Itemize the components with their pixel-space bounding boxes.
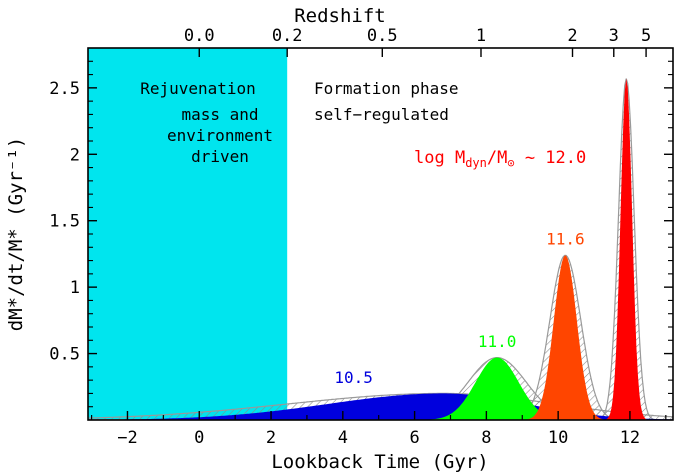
formation-line-1: self−regulated [314, 105, 449, 124]
rejuvenation-title: Rejuvenation [140, 79, 256, 98]
x-axis-title: Lookback Time (Gyr) [271, 451, 488, 473]
redshift-tick-label: 2 [567, 26, 577, 46]
y-tick-label: 2 [70, 145, 80, 165]
x-tick-label: 4 [338, 428, 348, 448]
redshift-tick-label: 0.2 [272, 26, 303, 46]
series-label-10-5: 10.5 [334, 368, 373, 387]
rejuvenation-line-3: driven [191, 147, 249, 166]
x-tick-label: 0 [194, 428, 204, 448]
y-tick-label: 1 [70, 278, 80, 298]
y-axis-title: dM*/dt/M* (Gyr⁻¹) [5, 137, 27, 331]
redshift-tick-label: 1 [476, 26, 486, 46]
redshift-tick-label: 0.0 [184, 26, 215, 46]
series-area-12-0 [88, 78, 673, 420]
redshift-axis-title: Redshift [294, 5, 386, 27]
rejuvenation-line-1: mass and [181, 105, 258, 124]
redshift-tick-label: 0.5 [367, 26, 398, 46]
series-label-11-0: 11.0 [478, 332, 517, 351]
rejuvenation-region [88, 48, 288, 420]
series-area-11-6 [88, 255, 673, 420]
redshift-tick-label: 3 [609, 26, 619, 46]
series-label-11-6: 11.6 [546, 230, 585, 249]
y-tick-label: 2.5 [49, 79, 80, 99]
y-tick-label: 1.5 [49, 212, 80, 232]
x-tick-label: 12 [620, 428, 640, 448]
x-tick-label: 10 [548, 428, 568, 448]
y-tick-label: 0.5 [49, 345, 80, 365]
rejuvenation-line-2: environment [167, 126, 273, 145]
x-tick-label: 2 [266, 428, 276, 448]
redshift-tick-label: 5 [641, 26, 651, 46]
series-area-11-0 [88, 357, 673, 420]
x-tick-label: 8 [481, 428, 491, 448]
formation-title: Formation phase [314, 79, 459, 98]
mass-bin-label-12: log Mdyn/M⊙ ~ 12.0 [414, 148, 586, 170]
x-tick-label: 6 [409, 428, 419, 448]
x-tick-label: −2 [117, 428, 137, 448]
